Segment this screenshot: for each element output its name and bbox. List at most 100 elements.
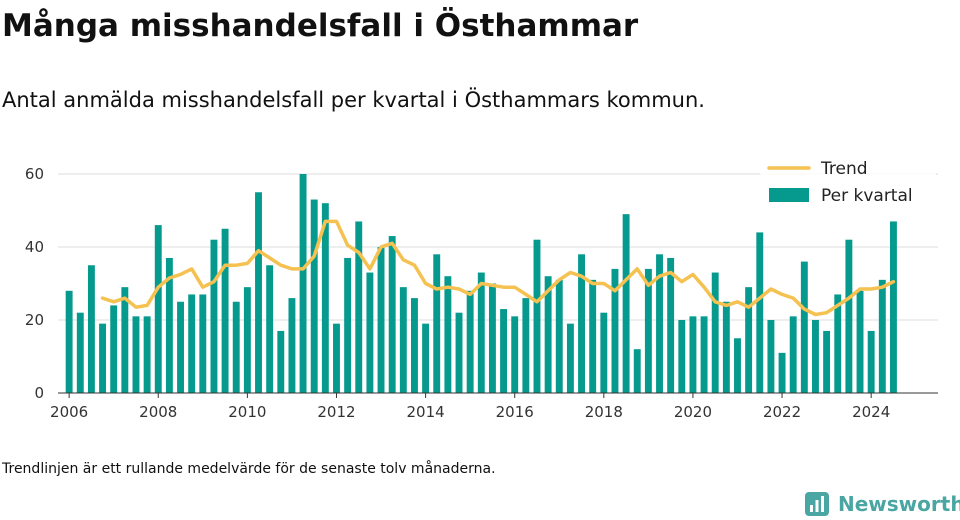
bar: [622, 214, 630, 393]
trend-line-layer: [100, 219, 896, 317]
bar: [778, 352, 786, 393]
bar: [377, 247, 385, 393]
bar: [121, 287, 129, 393]
x-tick-label: 2020: [674, 403, 712, 421]
bar: [689, 316, 697, 393]
bar: [466, 290, 474, 393]
x-tick-label: 2022: [763, 403, 801, 421]
bar: [221, 228, 229, 393]
footnote: Trendlinjen är ett rullande medelvärde f…: [2, 461, 496, 477]
bar: [132, 316, 140, 393]
x-tick-label: 2008: [139, 403, 177, 421]
x-tick-label: 2006: [50, 403, 88, 421]
bar: [745, 287, 753, 393]
legend-label-trend: Trend: [820, 159, 868, 179]
bar: [678, 320, 686, 393]
bar: [266, 265, 274, 393]
bar: [566, 323, 574, 393]
legend-label-bars: Per kvartal: [821, 186, 913, 206]
bar: [411, 298, 418, 393]
bar: [388, 236, 396, 393]
x-tick-label: 2012: [317, 403, 355, 421]
bar: [177, 301, 184, 393]
bar-chart: 0 20 40 60 2006 2008 2010 2012 2014 2016 2018 2020 2…: [25, 156, 938, 421]
bar: [889, 221, 897, 393]
bar: [700, 316, 708, 393]
y-tick-label: 40: [25, 238, 44, 256]
bar: [65, 290, 73, 393]
bar: [734, 338, 741, 393]
bar: [711, 272, 719, 393]
bar: [333, 323, 340, 393]
bar: [500, 309, 508, 393]
bar: [76, 312, 84, 393]
bar: [667, 257, 675, 393]
bar: [422, 323, 430, 393]
bar: [834, 294, 842, 393]
bar: [533, 239, 541, 393]
bar: [578, 254, 585, 393]
bar: [210, 239, 218, 393]
bar: [544, 276, 552, 393]
bar: [477, 272, 485, 393]
brand[interactable]: Newsworthy: [804, 489, 960, 519]
bar: [756, 232, 764, 393]
bar: [455, 312, 463, 393]
y-tick-label: 20: [25, 311, 44, 329]
bar: [243, 287, 251, 393]
legend-swatch-bars: [769, 188, 809, 202]
x-tick-label: 2024: [852, 403, 890, 421]
bar: [143, 316, 151, 393]
axes: 0 20 40 60 2006 2008 2010 2012 2014 2016 2018 2020 2…: [25, 165, 938, 421]
bar: [511, 316, 519, 393]
bar: [288, 298, 296, 393]
bar: [555, 279, 563, 393]
bar: [444, 276, 452, 393]
bar: [845, 239, 853, 393]
bar: [812, 320, 819, 393]
bar: [488, 283, 496, 393]
bar: [767, 320, 775, 393]
chart-title: Många misshandelsfall i Östhammar: [2, 8, 639, 44]
bar: [199, 294, 207, 393]
bars: [65, 174, 897, 393]
bar: [611, 268, 619, 393]
bar: [110, 305, 118, 393]
bar-chart-logo-icon: [805, 492, 829, 516]
bar: [600, 312, 608, 393]
bar: [789, 316, 797, 393]
bar: [399, 287, 407, 393]
bar: [232, 301, 240, 393]
bar: [644, 268, 652, 393]
bar: [310, 199, 318, 393]
bar: [856, 290, 864, 393]
legend: Trend Per kvartal: [760, 156, 936, 214]
chart-subtitle: Antal anmälda misshandelsfall per kvarta…: [2, 88, 705, 112]
bar: [355, 221, 363, 393]
bar: [321, 203, 329, 393]
legend-background: [760, 156, 936, 214]
bar: [656, 254, 663, 393]
bar: [800, 261, 808, 393]
x-tick-label: 2018: [585, 403, 623, 421]
bar: [366, 272, 374, 393]
bar: [344, 257, 352, 393]
bar: [522, 298, 530, 393]
bar: [165, 257, 173, 393]
bar: [87, 265, 95, 393]
bar: [154, 225, 162, 393]
trend-line: [100, 219, 896, 317]
brand-name: Newsworthy: [838, 492, 960, 516]
bar: [823, 330, 831, 393]
bar: [188, 294, 196, 393]
bar: [633, 349, 641, 393]
bar: [255, 192, 262, 393]
y-tick-label: 60: [25, 165, 44, 183]
bar: [589, 279, 597, 393]
x-tick-label: 2016: [496, 403, 534, 421]
bar: [299, 174, 307, 393]
x-tick-label: 2010: [228, 403, 266, 421]
bar: [722, 301, 730, 393]
bar: [433, 254, 441, 393]
y-tick-label: 0: [34, 384, 44, 402]
